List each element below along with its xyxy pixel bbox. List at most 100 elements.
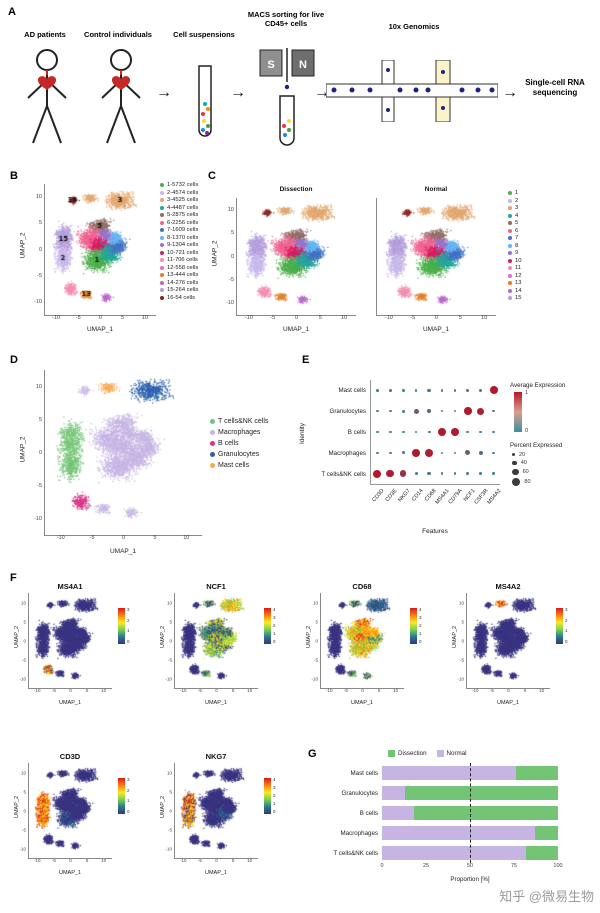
bar-area: 0 25 50 75 100 bbox=[380, 763, 563, 869]
legend-item: 3-4525 cells bbox=[160, 197, 198, 203]
legend-item: 6-2256 cells bbox=[160, 220, 198, 226]
legend-label: 14 bbox=[515, 287, 522, 294]
dotplot-cell bbox=[474, 422, 487, 443]
legend-item: 9-1304 cells bbox=[160, 242, 198, 248]
legend-swatch bbox=[210, 430, 215, 435]
legend-item: 11 bbox=[508, 265, 521, 271]
legend-swatch bbox=[508, 221, 512, 225]
y-axis-ticks: 10 5 0 -5 -10 bbox=[19, 600, 26, 681]
dashed-line-50 bbox=[470, 763, 471, 863]
legend-swatch bbox=[160, 258, 164, 262]
heart-icon bbox=[111, 76, 131, 90]
dotplot-cell bbox=[410, 401, 423, 422]
panel-f-label: F bbox=[10, 572, 17, 584]
dotplot-dot bbox=[376, 410, 379, 413]
dotplot-dot bbox=[440, 389, 444, 392]
legend-label: 13 bbox=[515, 280, 522, 286]
legend-label: 13-444 cells bbox=[167, 272, 199, 278]
umap-canvas-normal bbox=[377, 198, 497, 316]
dotplot-cell bbox=[448, 463, 461, 484]
bar-categories: Mast cells Granulocytes B cells Macrophages… bbox=[308, 766, 378, 866]
identity-axis-label: Identity bbox=[298, 423, 306, 444]
y-axis-label: UMAP_2 bbox=[19, 436, 27, 463]
umap-canvas-d bbox=[45, 370, 203, 536]
legend-item: 2 bbox=[508, 198, 521, 204]
dotplot-cell bbox=[448, 401, 461, 422]
panel-d-label: D bbox=[10, 354, 18, 366]
legend-swatch bbox=[160, 295, 164, 300]
legend-swatch bbox=[160, 220, 164, 225]
legend-item: 7-1609 cells bbox=[160, 227, 198, 233]
dotplot-cell bbox=[397, 442, 410, 463]
dotplot-dot bbox=[453, 389, 456, 392]
dotplot-cell bbox=[461, 422, 474, 443]
umap-plot-b: 10 5 0 -5 -10 -10 -5 0 5 10 bbox=[34, 184, 157, 321]
dotplot-dot bbox=[440, 451, 444, 454]
legend-label: 4-4487 cells bbox=[167, 204, 199, 211]
legend-label: 15-264 cells bbox=[167, 287, 199, 293]
x-axis-ticks: -10 -5 0 5 10 bbox=[384, 315, 488, 321]
y-axis-ticks: 10 5 0 -5 -10 bbox=[311, 600, 318, 681]
legend-label: Macrophages bbox=[218, 429, 261, 436]
legend-swatch bbox=[160, 280, 164, 285]
x-axis-label: UMAP_1 bbox=[422, 326, 449, 333]
bar-category-label: B cells bbox=[359, 809, 378, 817]
expression-colorbar bbox=[556, 608, 563, 644]
dotplot-cell bbox=[397, 422, 410, 443]
bar-segment-dissection bbox=[404, 786, 558, 800]
legend-swatch bbox=[508, 236, 512, 240]
feature-plot-area: 10 5 0 -5 -10 -10 -5 0 5 10 bbox=[19, 593, 113, 693]
bar-segment-dissection bbox=[413, 806, 558, 820]
legend-swatch bbox=[210, 419, 215, 424]
legend-item: 14 bbox=[508, 288, 521, 294]
dotplot-cell bbox=[435, 401, 448, 422]
legend-swatch bbox=[508, 213, 512, 218]
dotplot-dot bbox=[479, 472, 483, 475]
panel-e-dotplot: E Identity Mast cells Granulocytes B cells… bbox=[298, 354, 592, 564]
avg-expression-colorbar bbox=[514, 392, 522, 432]
dotplot-cell bbox=[371, 401, 384, 422]
stacked-bar bbox=[382, 806, 558, 820]
legend-swatch bbox=[508, 281, 512, 285]
legend-swatch bbox=[508, 191, 512, 195]
dotplot-cell bbox=[397, 463, 410, 484]
feature-canvas bbox=[175, 593, 259, 689]
bar-segment-dissection bbox=[526, 846, 558, 860]
legend-swatch bbox=[508, 206, 512, 210]
bar-category-label: Macrophages bbox=[340, 829, 379, 837]
dotplot-cell bbox=[384, 380, 397, 401]
legend-swatch bbox=[160, 273, 164, 277]
dotplot-cell bbox=[423, 442, 436, 463]
dotplot-dot bbox=[453, 451, 457, 454]
y-axis-ticks: 10 5 0 -5 -10 bbox=[165, 600, 172, 681]
watermark: 知乎 @微易生物 bbox=[499, 889, 594, 904]
x-axis-label: UMAP_1 bbox=[58, 700, 81, 706]
cell-suspension-tube bbox=[198, 65, 212, 137]
identity-tick-label: Mast cells bbox=[338, 387, 366, 394]
dotplot-dot bbox=[453, 410, 456, 413]
legend-label: B cells bbox=[218, 440, 239, 447]
legend-swatch bbox=[508, 228, 512, 233]
x-axis-label: UMAP_1 bbox=[58, 870, 81, 876]
legend-item: 2-4574 cells bbox=[160, 190, 198, 196]
legend-item: 8-1370 cells bbox=[160, 235, 198, 241]
dotplot-dot bbox=[414, 472, 418, 475]
magnet-s-label: S bbox=[267, 59, 274, 71]
dotplot-dot bbox=[466, 430, 470, 434]
legend-item: 7 bbox=[508, 235, 521, 241]
dotplot-dot bbox=[440, 472, 444, 475]
legend-swatch bbox=[210, 463, 215, 468]
dotplot-dot bbox=[466, 388, 470, 393]
legend-swatch bbox=[210, 441, 215, 446]
tenx-chip-graphic bbox=[326, 60, 498, 122]
legend-label: 2 bbox=[515, 197, 519, 204]
dotplot-features: CD3D CD3E NKG7 CD14 CD68 MS4A1 CD79A NCF1 CSF3R M… bbox=[370, 487, 502, 523]
x-axis-ticks: -10 -5 0 5 10 bbox=[52, 315, 148, 321]
x-axis-ticks: -10 -5 0 5 10 bbox=[180, 688, 253, 693]
dotplot-dot bbox=[401, 451, 405, 455]
legend-label: Granulocytes bbox=[218, 451, 260, 458]
legend-swatch bbox=[160, 235, 164, 240]
arrow-icon: → bbox=[230, 84, 246, 101]
